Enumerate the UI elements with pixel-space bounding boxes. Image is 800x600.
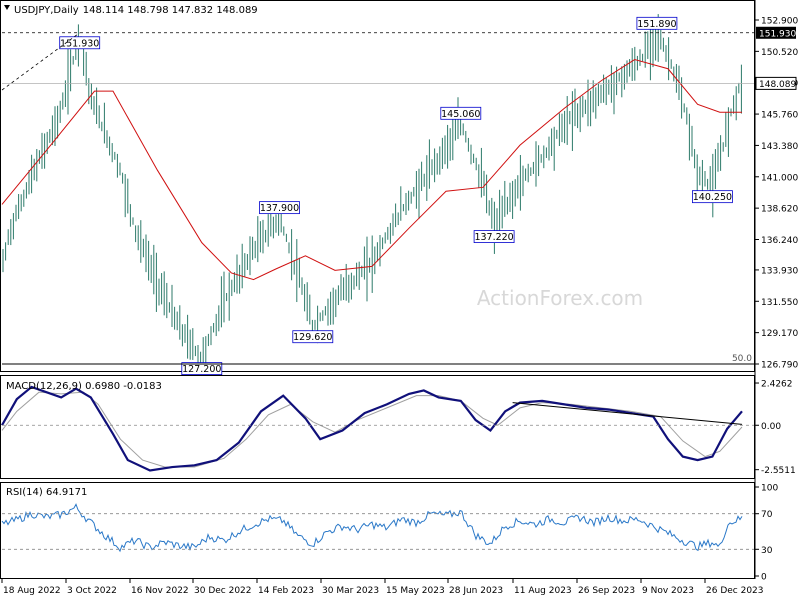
price-y-tick-label: 131.550 [761, 298, 798, 308]
price-annotation-label: 151.890 [637, 19, 676, 30]
x-tick-label: 26 Dec 2023 [706, 586, 764, 596]
price-annotation-label: 145.060 [441, 109, 480, 120]
price-panel-frame [0, 0, 755, 372]
x-tick-label: 28 Jun 2023 [449, 586, 503, 596]
price-annotations: 151.930 127.200 137.900 129.620 145.060 137.2… [59, 16, 733, 375]
price-y-tick-label: 141.000 [761, 173, 798, 183]
x-tick-label: 30 Mar 2023 [322, 586, 379, 596]
x-tick-label: 18 Aug 2022 [3, 586, 61, 596]
rsi-lines [1, 503, 743, 553]
price-y-axis: 152.900150.520148.150145.760143.380141.0… [1, 17, 798, 371]
rsi-y-tick-label: 100 [761, 484, 778, 494]
x-tick-label: 16 Nov 2022 [131, 586, 189, 596]
price-y-tick-label: 126.790 [761, 361, 798, 371]
price-y-tick-label: 138.620 [761, 205, 798, 215]
moving-average-line [1, 58, 742, 281]
price-y-tick-label: 145.760 [761, 111, 798, 121]
price-annotation-label: 127.200 [182, 364, 221, 375]
price-annotation-box [440, 106, 482, 120]
price-y-tick-label: 143.380 [761, 142, 798, 152]
price-bars [2, 14, 742, 375]
price-y-tick-label: 150.520 [761, 48, 798, 58]
rsi-y-tick-label: 30 [761, 546, 773, 556]
rsi-title: RSI(14) 64.9171 [6, 487, 87, 498]
price-y-tick-label: 152.900 [761, 17, 798, 27]
rsi-y-axis: 100 70 30 0 [2, 484, 778, 583]
price-y-tick-label: 129.170 [761, 329, 798, 339]
rsi-y-tick-label: 0 [761, 573, 767, 583]
x-tick-label: 30 Dec 2022 [194, 586, 252, 596]
x-tick-label: 9 Nov 2023 [642, 586, 694, 596]
macd-trendline [512, 402, 743, 425]
macd-y-axis: 2.4262 0.00 -2.5511 [2, 380, 796, 476]
macd-y-tick-label: 2.4262 [761, 380, 793, 390]
price-annotation-box [473, 230, 515, 243]
price-annotation-label: 137.900 [260, 203, 299, 214]
x-tick-label: 15 May 2023 [386, 586, 445, 596]
current-price-box [755, 76, 797, 90]
price-annotation-label: 140.250 [693, 192, 732, 203]
x-axis: 18 Aug 2022 3 Oct 2022 16 Nov 2022 30 Dec 2… [1, 579, 764, 596]
reference-price-box [756, 26, 796, 39]
price-annotation-box [692, 190, 733, 204]
price-y-tick-label: 133.930 [761, 266, 798, 276]
collapse-triangle-icon [4, 5, 10, 10]
trend-line [1, 32, 80, 91]
price-annotation-label: 129.620 [293, 332, 332, 343]
fib-label: 50.0 [732, 354, 752, 364]
macd-y-tick-label: -2.5511 [761, 466, 796, 476]
watermark: ActionForex.com [477, 286, 643, 310]
ohlc-values: 148.114 148.798 147.832 148.089 [83, 5, 258, 16]
macd-lines [1, 385, 743, 472]
price-annotation-box [636, 16, 678, 30]
price-y-tick-label: 136.240 [761, 236, 798, 246]
rsi-line [1, 503, 743, 553]
x-tick-label: 26 Sep 2023 [578, 586, 635, 596]
x-tick-label: 11 Aug 2023 [514, 586, 572, 596]
price-title: USDJPY,Daily 148.114 148.798 147.832 148.… [14, 5, 258, 16]
macd-panel-frame [0, 375, 755, 479]
price-annotation-box [259, 201, 300, 215]
rsi-y-tick-label: 70 [761, 510, 773, 520]
symbol-label: USDJPY,Daily [14, 5, 79, 16]
price-annotation-label: 151.930 [60, 38, 99, 49]
price-annotation-box [292, 330, 334, 344]
current-price-label: 148.089 [759, 80, 796, 90]
reference-price-label: 151.930 [759, 29, 796, 39]
macd-title: MACD(12,26,9) 0.6980 -0.0183 [6, 381, 162, 392]
x-tick-label: 14 Feb 2023 [258, 586, 314, 596]
price-annotation-box [181, 362, 223, 375]
rsi-panel-frame [0, 482, 755, 579]
x-tick-label: 3 Oct 2022 [67, 586, 117, 596]
macd-y-tick-label: 0.00 [761, 422, 781, 432]
price-lines [1, 58, 742, 281]
price-annotation-label: 137.220 [474, 232, 513, 243]
